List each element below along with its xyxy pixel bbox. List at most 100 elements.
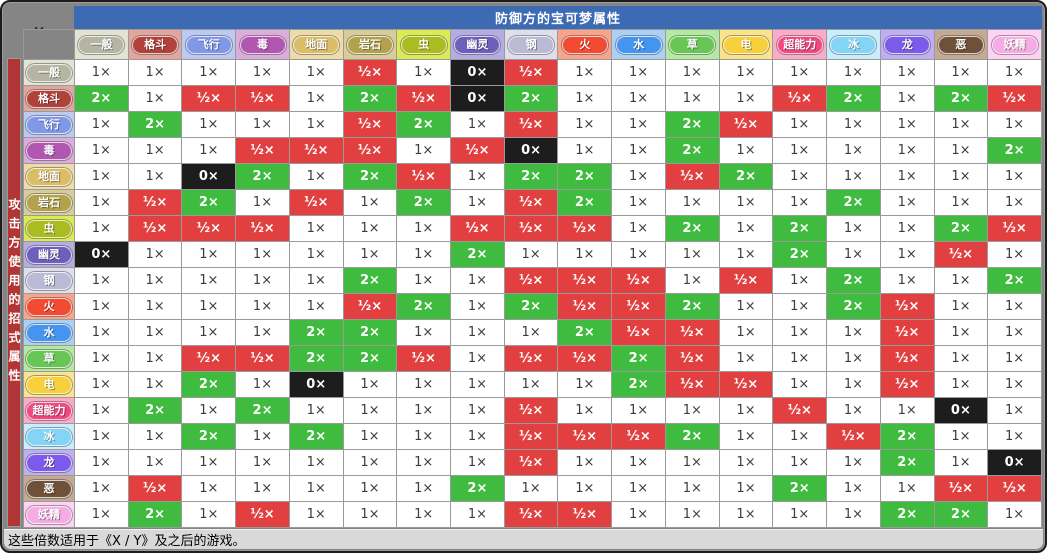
cell-steel-fighting: 1×	[128, 268, 182, 293]
cell-normal-fairy: 1×	[988, 60, 1041, 85]
ground-type-badge[interactable]: 地面	[26, 167, 72, 186]
grass-type-badge[interactable]: 草	[669, 35, 716, 54]
cell-fighting-water: 1×	[612, 86, 665, 111]
fairy-type-badge[interactable]: 妖精	[26, 505, 72, 524]
cell-electric-grass: ½×	[665, 372, 719, 397]
ghost-type-badge[interactable]: 幽灵	[26, 245, 72, 264]
cell-ghost-fairy: 1×	[988, 242, 1041, 267]
cell-electric-fairy: 1×	[988, 372, 1041, 397]
poison-type-badge[interactable]: 毒	[239, 35, 286, 54]
cell-ground-poison: 2×	[236, 164, 289, 189]
cell-ghost-normal: 0×	[75, 242, 128, 267]
cell-fairy-steel: ½×	[504, 502, 558, 527]
cell-dark-normal: 1×	[75, 476, 128, 501]
fire-type-badge[interactable]: 火	[26, 297, 72, 316]
fire-type-badge[interactable]: 火	[561, 35, 608, 54]
cell-electric-flying: 2×	[182, 372, 236, 397]
rock-type-badge[interactable]: 岩石	[346, 35, 393, 54]
ghost-type-badge[interactable]: 幽灵	[454, 35, 501, 54]
steel-type-badge[interactable]: 钢	[508, 35, 555, 54]
dragon-type-badge[interactable]: 龙	[26, 453, 72, 472]
cell-ice-fairy: 1×	[988, 424, 1041, 449]
cell-dragon-water: 1×	[612, 450, 665, 475]
dragon-type-badge[interactable]: 龙	[884, 35, 931, 54]
attacker-axis-strip: 攻击方使用的招式属性	[7, 58, 21, 527]
normal-type-badge[interactable]: 一般	[78, 35, 125, 54]
footer-note: 这些倍数适用于《X / Y》及之后的游戏。	[4, 529, 1043, 549]
cell-rock-fighting: ½×	[128, 190, 182, 215]
dark-type-badge[interactable]: 恶	[937, 35, 984, 54]
fighting-type-badge[interactable]: 格斗	[26, 89, 72, 108]
cell-fairy-rock: 1×	[343, 502, 397, 527]
cell-electric-fighting: 1×	[128, 372, 182, 397]
cell-normal-dragon: 1×	[880, 60, 934, 85]
col-header-poison: 毒	[236, 30, 289, 59]
bug-type-badge[interactable]: 虫	[26, 219, 72, 238]
flying-type-badge[interactable]: 飞行	[26, 115, 72, 134]
cell-dark-rock: 1×	[343, 476, 397, 501]
col-header-ground: 地面	[289, 30, 343, 59]
cell-bug-dark: 2×	[934, 216, 988, 241]
grass-type-badge[interactable]: 草	[26, 349, 72, 368]
cell-grass-normal: 1×	[75, 346, 128, 371]
cell-ice-flying: 2×	[182, 424, 236, 449]
cell-steel-ground: 1×	[289, 268, 343, 293]
ground-type-badge[interactable]: 地面	[293, 35, 340, 54]
dark-type-badge[interactable]: 恶	[26, 479, 72, 498]
water-type-badge[interactable]: 水	[615, 35, 662, 54]
bug-type-badge[interactable]: 虫	[400, 35, 447, 54]
normal-type-badge[interactable]: 一般	[26, 63, 72, 82]
cell-water-grass: ½×	[665, 320, 719, 345]
cell-electric-bug: 1×	[397, 372, 451, 397]
steel-type-badge[interactable]: 钢	[26, 271, 72, 290]
cell-bug-dragon: 1×	[880, 216, 934, 241]
cell-fighting-fairy: ½×	[988, 86, 1041, 111]
cell-bug-steel: ½×	[504, 216, 558, 241]
cell-dragon-grass: 1×	[665, 450, 719, 475]
cell-dragon-dark: 1×	[934, 450, 988, 475]
cell-steel-psychic: 1×	[773, 268, 827, 293]
cell-ghost-dark: ½×	[934, 242, 988, 267]
fighting-type-badge[interactable]: 格斗	[132, 35, 179, 54]
cell-dragon-psychic: 1×	[773, 450, 827, 475]
cell-flying-normal: 1×	[75, 112, 128, 137]
cell-rock-ground: ½×	[289, 190, 343, 215]
cell-rock-dark: 1×	[934, 190, 988, 215]
row-header-bug: 虫	[24, 216, 74, 241]
psychic-type-badge[interactable]: 超能力	[776, 35, 823, 54]
col-header-dragon: 龙	[880, 30, 934, 59]
cell-electric-dark: 1×	[934, 372, 988, 397]
cell-ghost-dragon: 1×	[880, 242, 934, 267]
cell-dragon-steel: ½×	[504, 450, 558, 475]
cell-normal-poison: 1×	[236, 60, 289, 85]
flying-type-badge[interactable]: 飞行	[185, 35, 232, 54]
ice-type-badge[interactable]: 冰	[830, 35, 877, 54]
row-header-rock: 岩石	[24, 190, 74, 215]
col-header-ice: 冰	[827, 30, 880, 59]
ice-type-badge[interactable]: 冰	[26, 427, 72, 446]
cell-ghost-fire: 1×	[558, 242, 612, 267]
cell-dark-ice: 1×	[827, 476, 880, 501]
cell-ghost-poison: 1×	[236, 242, 289, 267]
fairy-type-badge[interactable]: 妖精	[991, 35, 1038, 54]
row-header-ground: 地面	[24, 164, 74, 189]
electric-type-badge[interactable]: 电	[26, 375, 72, 394]
psychic-type-badge[interactable]: 超能力	[26, 401, 72, 420]
cell-fairy-normal: 1×	[75, 502, 128, 527]
poison-type-badge[interactable]: 毒	[26, 141, 72, 160]
cell-dark-poison: 1×	[236, 476, 289, 501]
cell-ghost-water: 1×	[612, 242, 665, 267]
cell-ice-dragon: 2×	[880, 424, 934, 449]
cell-ground-fire: 2×	[558, 164, 612, 189]
cell-ground-rock: 2×	[343, 164, 397, 189]
cell-water-dark: 1×	[934, 320, 988, 345]
cell-fire-dark: 1×	[934, 294, 988, 319]
electric-type-badge[interactable]: 电	[723, 35, 770, 54]
cell-fairy-bug: 1×	[397, 502, 451, 527]
rock-type-badge[interactable]: 岩石	[26, 193, 72, 212]
cell-flying-fairy: 1×	[988, 112, 1041, 137]
cell-fire-fire: ½×	[558, 294, 612, 319]
cell-electric-ground: 0×	[289, 372, 343, 397]
cell-electric-poison: 1×	[236, 372, 289, 397]
water-type-badge[interactable]: 水	[26, 323, 72, 342]
